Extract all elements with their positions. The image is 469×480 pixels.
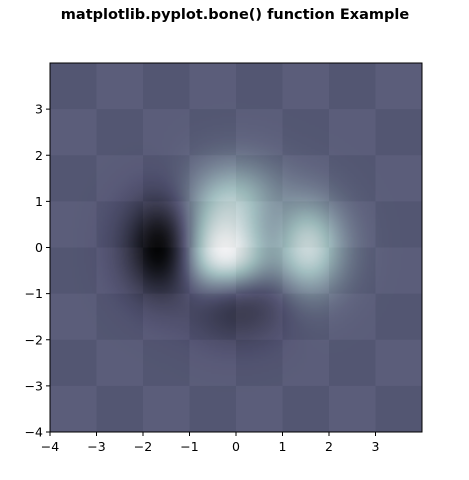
y-tick-label: 1 [35, 194, 43, 209]
y-tick-label: −2 [25, 332, 43, 347]
y-tick-label: −1 [25, 286, 43, 301]
x-tick-label: 3 [372, 439, 380, 454]
y-axis: −4 −3 −2 −1 0 1 2 3 [25, 102, 50, 440]
y-tick-label: −4 [25, 425, 43, 440]
y-tick-label: 3 [35, 102, 43, 117]
x-tick-label: −3 [87, 439, 105, 454]
x-tick-label: −1 [180, 439, 198, 454]
y-tick-label: 0 [35, 240, 43, 255]
function-overlay [50, 63, 422, 432]
x-tick-label: −4 [41, 439, 59, 454]
x-axis: −4 −3 −2 −1 0 1 2 3 [41, 432, 380, 454]
x-tick-label: 2 [325, 439, 333, 454]
x-tick-label: 1 [279, 439, 287, 454]
chart-title: matplotlib.pyplot.bone() function Exampl… [61, 7, 410, 23]
y-tick-label: −3 [25, 378, 43, 393]
x-tick-label: 0 [232, 439, 240, 454]
y-tick-label: 2 [35, 148, 43, 163]
plot-area [50, 63, 423, 433]
x-tick-label: −2 [134, 439, 152, 454]
axes-frame [49, 62, 423, 433]
